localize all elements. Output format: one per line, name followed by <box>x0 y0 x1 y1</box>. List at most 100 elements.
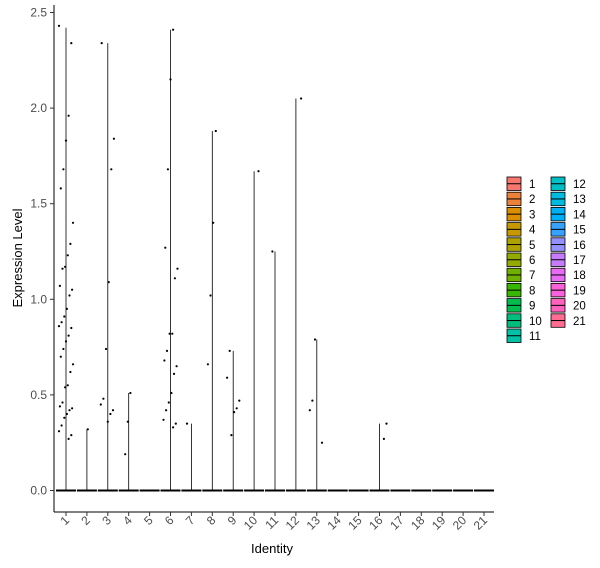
legend-label: 12 <box>573 179 586 191</box>
data-point <box>58 405 62 408</box>
x-tick-label-8: 8 <box>204 513 219 528</box>
legend-item-7: 7 <box>506 267 535 282</box>
data-point <box>233 411 236 414</box>
data-point <box>57 24 61 27</box>
legend-label: 4 <box>529 225 536 237</box>
data-point <box>69 370 72 374</box>
data-point <box>129 391 132 395</box>
x-tick-label-12: 12 <box>283 513 303 533</box>
data-point <box>175 365 178 368</box>
legend-item-14: 14 <box>550 206 586 221</box>
legend-item-16: 16 <box>550 237 586 252</box>
legend-item-18: 18 <box>550 267 586 282</box>
data-point <box>71 288 74 291</box>
legend-item-5: 5 <box>506 237 535 252</box>
data-point <box>66 384 69 387</box>
data-point <box>168 332 171 335</box>
legend-item-1: 1 <box>506 176 535 191</box>
data-point <box>59 187 62 190</box>
data-point <box>212 221 215 224</box>
legend-label: 8 <box>529 285 535 297</box>
x-tick-label-19: 19 <box>429 513 449 533</box>
legend-label: 10 <box>529 316 542 328</box>
legend-item-6: 6 <box>506 252 535 267</box>
data-point <box>102 397 105 400</box>
data-point <box>61 401 64 404</box>
data-point <box>185 422 189 425</box>
data-point <box>174 422 177 425</box>
data-point <box>313 338 317 341</box>
x-tick-label-11: 11 <box>262 513 281 532</box>
legend-item-21: 21 <box>550 313 586 328</box>
data-point <box>70 326 73 330</box>
legend-item-15: 15 <box>550 222 586 237</box>
legend-label: 17 <box>573 255 586 267</box>
x-tick-label-20: 20 <box>450 513 470 533</box>
data-point <box>57 325 61 328</box>
data-point <box>235 407 238 410</box>
legend-item-4: 4 <box>506 222 536 237</box>
legend-label: 13 <box>573 194 586 206</box>
legend-label: 18 <box>573 270 586 282</box>
data-point <box>63 416 66 419</box>
data-point <box>106 420 109 423</box>
axes: 0.00.51.01.52.02.51 2 3 4 5 6 7 8 9 10 11 12 13 14 15 1… <box>30 5 494 533</box>
y-tick-label: 2.5 <box>30 6 47 20</box>
y-tick-label: 2.0 <box>30 101 47 115</box>
x-tick-label-18: 18 <box>408 513 428 533</box>
data-point <box>162 418 165 421</box>
legend-label: 14 <box>573 209 586 221</box>
data-point <box>271 250 274 253</box>
data-point <box>63 315 66 318</box>
data-point <box>112 137 115 140</box>
x-tick-label-1: 1 <box>57 513 72 528</box>
data-point <box>109 412 112 416</box>
legend-item-9: 9 <box>506 298 535 313</box>
legend-label: 2 <box>529 194 535 206</box>
legend-label: 5 <box>529 240 535 252</box>
x-tick-label-3: 3 <box>99 513 114 528</box>
legend-item-11: 11 <box>506 328 541 343</box>
legend-item-2: 2 <box>506 191 535 206</box>
data-point <box>64 386 67 389</box>
data-point <box>230 434 233 437</box>
data-point <box>172 372 176 375</box>
legend-item-12: 12 <box>550 176 586 191</box>
x-tick-label-13: 13 <box>304 513 324 533</box>
y-tick-label: 1.5 <box>30 197 47 211</box>
legend-label: 1 <box>529 179 535 191</box>
data-point <box>126 420 129 423</box>
legend-item-17: 17 <box>550 252 586 267</box>
data-point <box>100 42 103 45</box>
data-point <box>166 168 169 171</box>
y-tick-label: 0.0 <box>30 484 47 498</box>
legend-item-19: 19 <box>550 282 586 297</box>
x-tick-label-4: 4 <box>120 513 135 528</box>
y-axis-title: Expression Level <box>10 208 25 307</box>
data-point <box>165 349 169 352</box>
data-point <box>165 409 168 412</box>
data-point <box>226 376 229 379</box>
data-point <box>64 139 68 142</box>
legend-item-20: 20 <box>550 298 586 313</box>
data-point <box>70 434 73 437</box>
data-point <box>170 391 173 395</box>
x-tick-label-14: 14 <box>324 513 344 533</box>
legend-item-10: 10 <box>506 313 542 328</box>
legend-item-3: 3 <box>506 206 535 221</box>
y-tick-label: 0.5 <box>30 388 47 402</box>
data-point <box>62 347 65 351</box>
legend-label: 9 <box>529 301 535 313</box>
data-point <box>228 349 231 352</box>
data-point <box>60 321 63 324</box>
data-point <box>71 363 75 366</box>
data-point <box>67 334 70 337</box>
data-point <box>172 28 175 31</box>
data-point <box>69 242 72 245</box>
data-point <box>104 347 108 351</box>
legend-label: 21 <box>573 316 586 328</box>
data-point <box>300 97 303 100</box>
data-point <box>58 284 62 287</box>
data-point <box>257 170 260 173</box>
